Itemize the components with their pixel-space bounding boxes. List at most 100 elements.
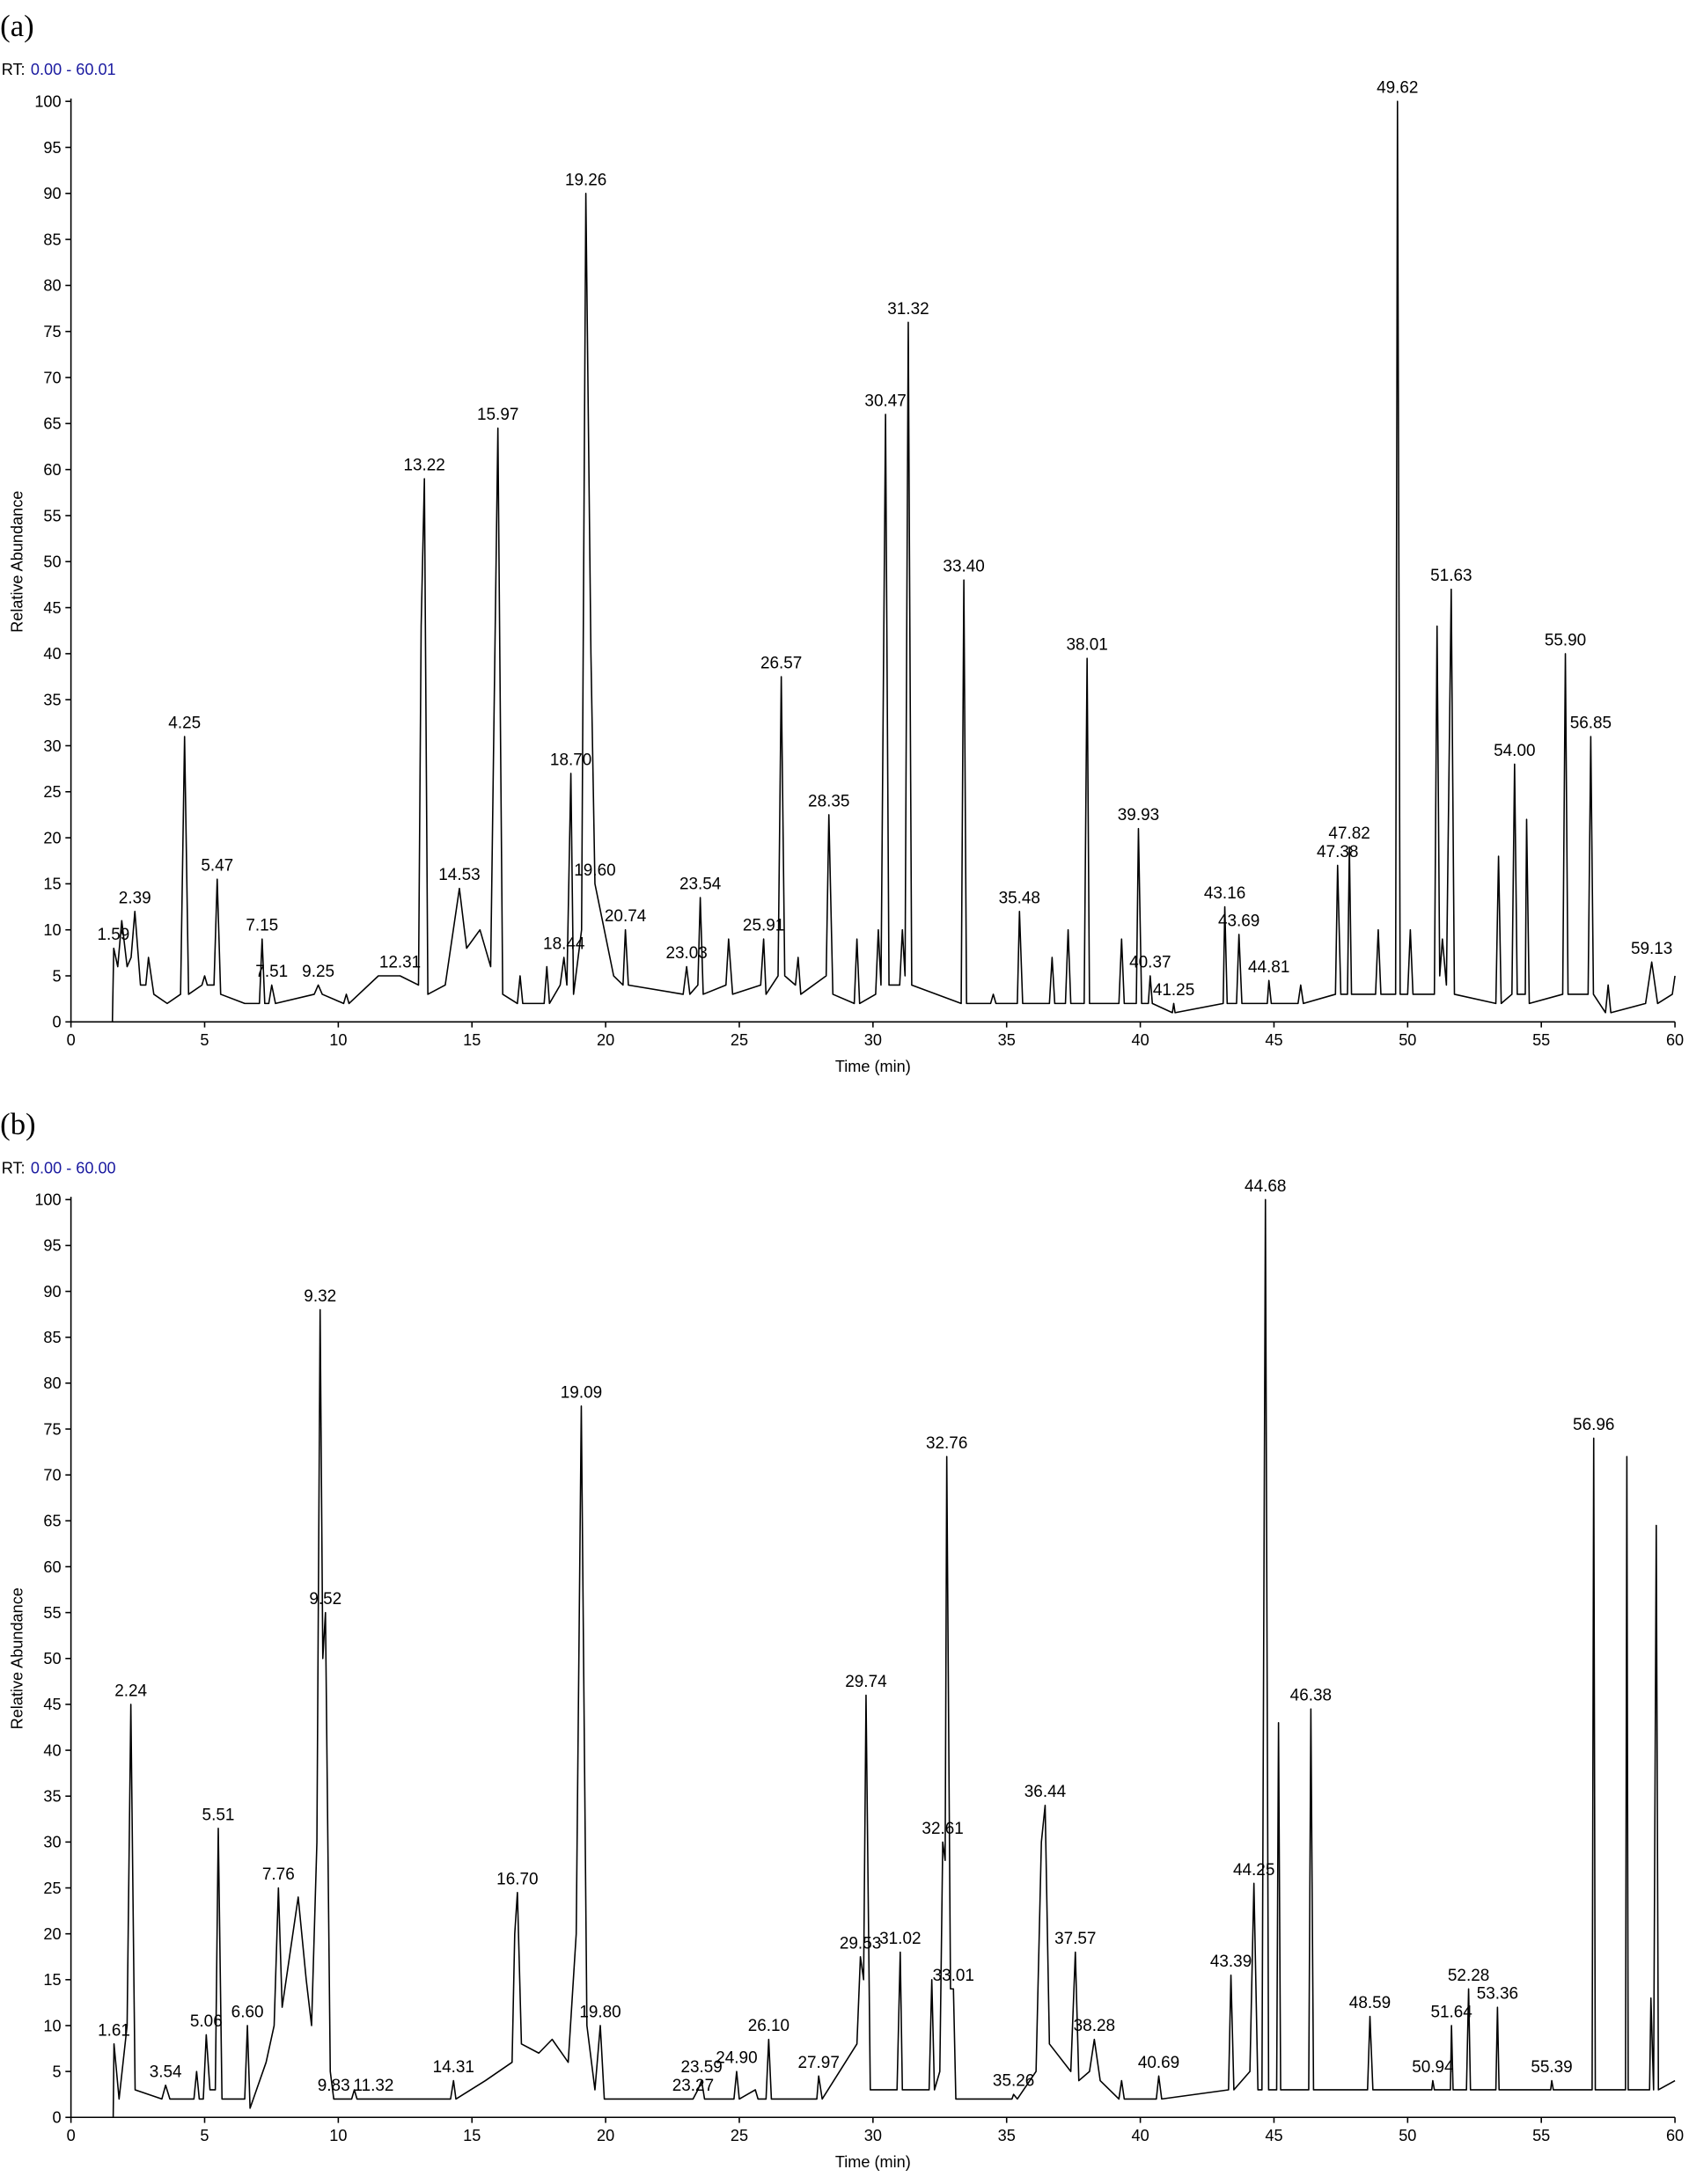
y-tick-label: 15 bbox=[43, 876, 61, 893]
x-tick-label: 35 bbox=[998, 1031, 1016, 1049]
x-tick-label: 20 bbox=[597, 2127, 614, 2144]
y-tick-label: 45 bbox=[43, 1696, 61, 1713]
y-tick-label: 35 bbox=[43, 691, 61, 708]
peak-label: 19.60 bbox=[574, 861, 615, 880]
peak-label: 32.76 bbox=[926, 1434, 967, 1453]
y-tick-label: 70 bbox=[43, 369, 61, 386]
peak-label: 4.25 bbox=[168, 715, 201, 733]
y-tick-label: 30 bbox=[43, 737, 61, 755]
y-tick-label: 85 bbox=[43, 1329, 61, 1346]
chart-panel: (b)RT: 0.00 - 60.000510152025303540455055… bbox=[0, 1107, 1684, 2171]
peak-label: 24.90 bbox=[716, 2049, 757, 2068]
peak-label: 12.31 bbox=[379, 954, 421, 972]
peak-label: 31.02 bbox=[879, 1930, 921, 1948]
y-tick-label: 0 bbox=[52, 1014, 61, 1031]
peak-label: 44.81 bbox=[1248, 958, 1289, 977]
x-tick-label: 60 bbox=[1666, 2127, 1684, 2144]
peak-label: 15.97 bbox=[477, 406, 518, 424]
y-tick-label: 85 bbox=[43, 231, 61, 248]
y-tick-label: 20 bbox=[43, 1925, 61, 1943]
y-tick-label: 55 bbox=[43, 507, 61, 524]
y-axis-label: Relative Abundance bbox=[8, 491, 26, 633]
peak-label: 40.69 bbox=[1138, 2054, 1179, 2072]
y-tick-label: 100 bbox=[34, 1191, 61, 1209]
peak-label: 56.85 bbox=[1570, 715, 1612, 733]
peak-label: 50.94 bbox=[1412, 2058, 1453, 2077]
y-tick-label: 90 bbox=[43, 185, 61, 202]
peak-label: 2.24 bbox=[114, 1682, 147, 1700]
peak-label: 44.25 bbox=[1233, 1861, 1274, 1880]
peak-label: 35.48 bbox=[999, 889, 1040, 907]
peak-label: 7.51 bbox=[255, 963, 288, 981]
peak-label: 25.91 bbox=[743, 917, 784, 935]
panel-label: (b) bbox=[0, 1107, 35, 1141]
peak-label: 30.47 bbox=[864, 392, 906, 410]
x-tick-label: 45 bbox=[1265, 2127, 1282, 2144]
peak-label: 23.54 bbox=[679, 876, 721, 894]
x-tick-label: 5 bbox=[200, 1031, 209, 1049]
peak-label: 59.13 bbox=[1631, 940, 1672, 958]
y-tick-label: 75 bbox=[43, 323, 61, 341]
y-tick-label: 70 bbox=[43, 1466, 61, 1484]
peak-label: 52.28 bbox=[1448, 1967, 1489, 1985]
peak-label: 19.80 bbox=[579, 2003, 621, 2021]
peak-label: 39.93 bbox=[1118, 806, 1159, 824]
chart-panel: (a)RT: 0.00 - 60.010510152025303540455055… bbox=[0, 9, 1684, 1075]
peak-label: 23.03 bbox=[665, 944, 707, 963]
peak-label: 51.64 bbox=[1430, 2003, 1472, 2021]
y-tick-label: 50 bbox=[43, 1650, 61, 1667]
y-tick-label: 80 bbox=[43, 277, 61, 295]
y-tick-label: 10 bbox=[43, 921, 61, 939]
x-tick-label: 10 bbox=[329, 2127, 347, 2144]
y-axis-label: Relative Abundance bbox=[8, 1587, 26, 1729]
chromatogram-trace bbox=[111, 100, 1676, 1022]
peak-label: 5.06 bbox=[190, 2012, 223, 2031]
x-tick-label: 40 bbox=[1132, 2127, 1149, 2144]
y-tick-label: 50 bbox=[43, 553, 61, 571]
peak-label: 29.74 bbox=[845, 1673, 886, 1691]
panel-label: (a) bbox=[0, 9, 34, 43]
peak-label: 37.57 bbox=[1054, 1930, 1096, 1948]
peak-label: 47.38 bbox=[1317, 843, 1358, 861]
peak-label: 53.36 bbox=[1477, 1985, 1518, 2004]
peak-label: 9.83 bbox=[318, 2077, 350, 2095]
x-tick-label: 5 bbox=[200, 2127, 209, 2144]
peak-label: 9.25 bbox=[302, 963, 334, 981]
peak-label: 38.28 bbox=[1074, 2017, 1115, 2035]
peak-label: 33.40 bbox=[943, 558, 984, 576]
peak-label: 41.25 bbox=[1153, 981, 1194, 1000]
x-tick-label: 15 bbox=[463, 1031, 481, 1049]
peak-label: 36.44 bbox=[1024, 1783, 1066, 1801]
peak-label: 3.54 bbox=[150, 2063, 182, 2081]
rt-prefix: RT: bbox=[2, 61, 26, 78]
rt-value: 0.00 - 60.01 bbox=[31, 61, 116, 78]
y-tick-label: 0 bbox=[52, 2109, 61, 2127]
rt-range: RT: 0.00 - 60.01 bbox=[2, 61, 116, 78]
peak-label: 46.38 bbox=[1290, 1687, 1332, 1705]
y-tick-label: 15 bbox=[43, 1971, 61, 1989]
y-tick-label: 30 bbox=[43, 1834, 61, 1851]
peak-label: 13.22 bbox=[403, 457, 444, 475]
x-tick-label: 55 bbox=[1532, 1031, 1550, 1049]
peak-label: 1.61 bbox=[98, 2021, 130, 2040]
y-tick-label: 80 bbox=[43, 1374, 61, 1392]
peak-label: 16.70 bbox=[496, 1870, 538, 1888]
chromatogram-trace bbox=[112, 1198, 1676, 2118]
peak-label: 51.63 bbox=[1430, 567, 1472, 585]
peak-label: 9.52 bbox=[309, 1590, 341, 1609]
peak-label: 55.90 bbox=[1545, 631, 1586, 649]
x-tick-label: 60 bbox=[1666, 1031, 1684, 1049]
rt-value: 0.00 - 60.00 bbox=[31, 1159, 116, 1176]
peak-label: 48.59 bbox=[1349, 1994, 1391, 2012]
peak-label: 19.09 bbox=[561, 1383, 602, 1402]
peak-label: 27.97 bbox=[798, 2054, 840, 2072]
peak-label: 33.01 bbox=[933, 1967, 974, 1985]
peak-label: 26.57 bbox=[760, 655, 802, 673]
x-tick-label: 30 bbox=[864, 1031, 882, 1049]
peak-label: 14.31 bbox=[433, 2058, 474, 2077]
rt-prefix: RT: bbox=[2, 1159, 26, 1176]
peak-label: 19.26 bbox=[565, 171, 606, 189]
peak-label: 32.61 bbox=[922, 1820, 963, 1838]
peak-label: 18.70 bbox=[550, 751, 591, 769]
